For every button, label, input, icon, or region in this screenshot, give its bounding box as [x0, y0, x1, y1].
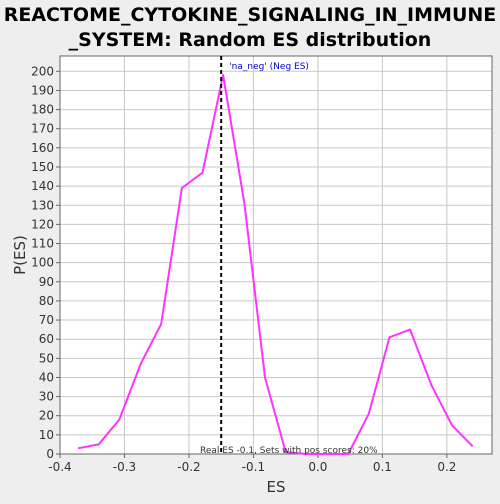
y-tick-label: 140 [31, 179, 54, 193]
y-tick-label: 180 [31, 103, 54, 117]
y-tick-label: 100 [31, 256, 54, 270]
marker-label: 'na_neg' (Neg ES) [229, 62, 309, 72]
y-tick-label: 80 [39, 294, 54, 308]
chart-title-line: _SYSTEM: Random ES distribution [69, 29, 432, 51]
y-tick-label: 0 [46, 447, 54, 461]
x-tick-label: 0.1 [373, 460, 392, 474]
x-tick-label: -0.3 [113, 460, 136, 474]
x-tick-label: -0.4 [48, 460, 71, 474]
y-tick-label: 120 [31, 217, 54, 231]
y-tick-label: 40 [39, 370, 54, 384]
y-tick-label: 110 [31, 237, 54, 251]
y-tick-label: 50 [39, 351, 54, 365]
x-axis-label: ES [267, 478, 286, 496]
x-tick-label: 0.2 [437, 460, 456, 474]
y-tick-label: 170 [31, 122, 54, 136]
bottom-annotation: Real ES -0.1, Sets with pos scores: 20% [200, 446, 378, 456]
chart-title-line: REACTOME_CYTOKINE_SIGNALING_IN_IMMUNE [4, 4, 497, 26]
y-tick-label: 30 [39, 390, 54, 404]
y-tick-label: 130 [31, 198, 54, 212]
y-axis-label: P(ES) [11, 235, 29, 275]
y-tick-label: 190 [31, 83, 54, 97]
x-tick-label: -0.1 [242, 460, 265, 474]
y-tick-label: 200 [31, 64, 54, 78]
y-tick-label: 160 [31, 141, 54, 155]
x-tick-label: 0.0 [308, 460, 327, 474]
y-tick-label: 60 [39, 332, 54, 346]
y-tick-label: 150 [31, 160, 54, 174]
y-tick-label: 10 [39, 428, 54, 442]
y-tick-label: 90 [39, 275, 54, 289]
y-tick-label: 70 [39, 313, 54, 327]
x-tick-label: -0.2 [177, 460, 200, 474]
y-tick-label: 20 [39, 409, 54, 423]
